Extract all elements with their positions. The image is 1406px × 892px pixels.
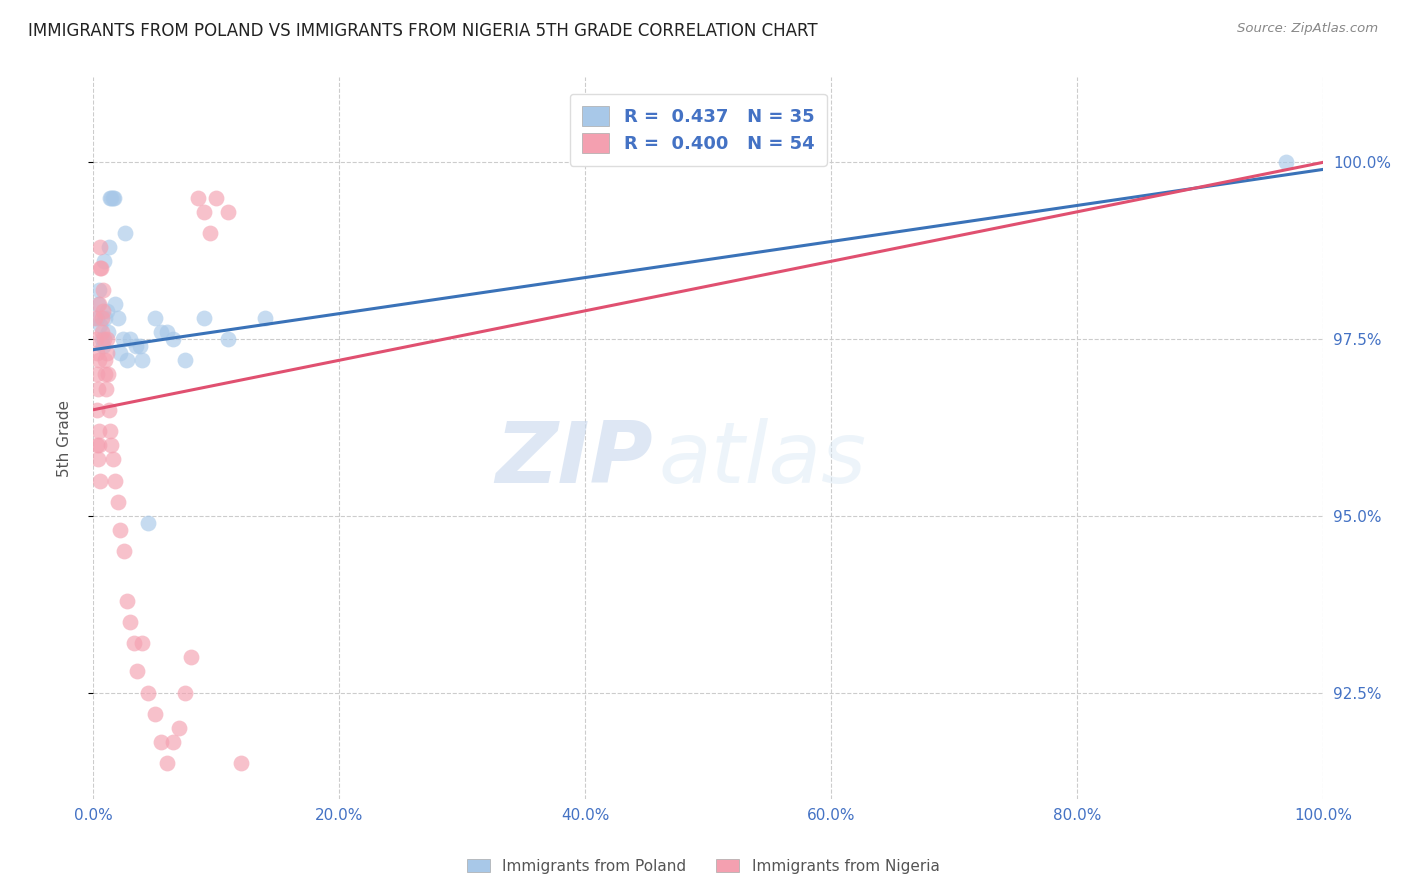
- Point: [117, 353, 139, 368]
- Point: [89, 318, 111, 332]
- Point: [93, 254, 115, 268]
- Point: [131, 636, 153, 650]
- Point: [108, 523, 131, 537]
- Text: IMMIGRANTS FROM POLAND VS IMMIGRANTS FROM NIGERIA 5TH GRADE CORRELATION CHART: IMMIGRANTS FROM POLAND VS IMMIGRANTS FRO…: [28, 22, 818, 40]
- Point: [217, 332, 239, 346]
- Y-axis label: 5th Grade: 5th Grade: [58, 400, 72, 476]
- Point: [131, 353, 153, 368]
- Point: [86, 346, 108, 360]
- Point: [93, 332, 115, 346]
- Point: [138, 516, 160, 530]
- Point: [91, 310, 114, 325]
- Point: [1275, 155, 1298, 169]
- Point: [89, 240, 111, 254]
- Point: [87, 452, 110, 467]
- Point: [167, 721, 190, 735]
- Point: [89, 474, 111, 488]
- Point: [103, 191, 125, 205]
- Point: [87, 438, 110, 452]
- Point: [100, 438, 122, 452]
- Point: [229, 756, 252, 771]
- Point: [187, 191, 209, 205]
- Point: [97, 325, 120, 339]
- Point: [100, 191, 122, 205]
- Point: [101, 452, 124, 467]
- Point: [118, 332, 141, 346]
- Point: [193, 310, 215, 325]
- Point: [162, 332, 184, 346]
- Point: [193, 204, 215, 219]
- Point: [174, 353, 197, 368]
- Point: [93, 303, 115, 318]
- Point: [138, 686, 160, 700]
- Point: [180, 650, 202, 665]
- Point: [98, 240, 121, 254]
- Point: [112, 544, 135, 558]
- Legend: Immigrants from Poland, Immigrants from Nigeria: Immigrants from Poland, Immigrants from …: [461, 853, 945, 880]
- Point: [254, 310, 277, 325]
- Point: [101, 191, 124, 205]
- Point: [156, 325, 179, 339]
- Point: [149, 735, 172, 749]
- Point: [108, 346, 131, 360]
- Point: [198, 226, 221, 240]
- Point: [96, 303, 118, 318]
- Point: [156, 756, 179, 771]
- Point: [107, 494, 129, 508]
- Point: [89, 424, 111, 438]
- Point: [127, 665, 149, 679]
- Point: [90, 261, 112, 276]
- Point: [94, 382, 117, 396]
- Point: [96, 332, 118, 346]
- Point: [87, 382, 110, 396]
- Point: [84, 310, 107, 325]
- Point: [91, 339, 114, 353]
- Point: [149, 325, 172, 339]
- Point: [97, 368, 120, 382]
- Point: [205, 191, 228, 205]
- Point: [107, 310, 129, 325]
- Point: [90, 332, 112, 346]
- Point: [128, 339, 150, 353]
- Legend: R =  0.437   N = 35, R =  0.400   N = 54: R = 0.437 N = 35, R = 0.400 N = 54: [569, 94, 827, 166]
- Point: [143, 706, 166, 721]
- Point: [125, 339, 148, 353]
- Point: [143, 310, 166, 325]
- Point: [94, 310, 117, 325]
- Point: [91, 283, 114, 297]
- Point: [104, 297, 127, 311]
- Text: ZIP: ZIP: [495, 418, 652, 501]
- Point: [98, 424, 121, 438]
- Point: [98, 402, 121, 417]
- Point: [86, 368, 108, 382]
- Point: [93, 353, 115, 368]
- Point: [114, 226, 136, 240]
- Point: [94, 368, 117, 382]
- Point: [117, 593, 139, 607]
- Point: [118, 615, 141, 629]
- Point: [84, 332, 107, 346]
- Point: [98, 191, 121, 205]
- Text: atlas: atlas: [659, 418, 868, 501]
- Point: [86, 310, 108, 325]
- Point: [96, 346, 118, 360]
- Point: [89, 283, 111, 297]
- Point: [122, 636, 145, 650]
- Text: Source: ZipAtlas.com: Source: ZipAtlas.com: [1237, 22, 1378, 36]
- Point: [89, 261, 111, 276]
- Point: [174, 686, 197, 700]
- Point: [89, 297, 111, 311]
- Point: [86, 402, 108, 417]
- Point: [162, 735, 184, 749]
- Point: [111, 332, 134, 346]
- Point: [104, 474, 127, 488]
- Point: [90, 325, 112, 339]
- Point: [87, 297, 110, 311]
- Point: [217, 204, 239, 219]
- Point: [87, 353, 110, 368]
- Point: [86, 438, 108, 452]
